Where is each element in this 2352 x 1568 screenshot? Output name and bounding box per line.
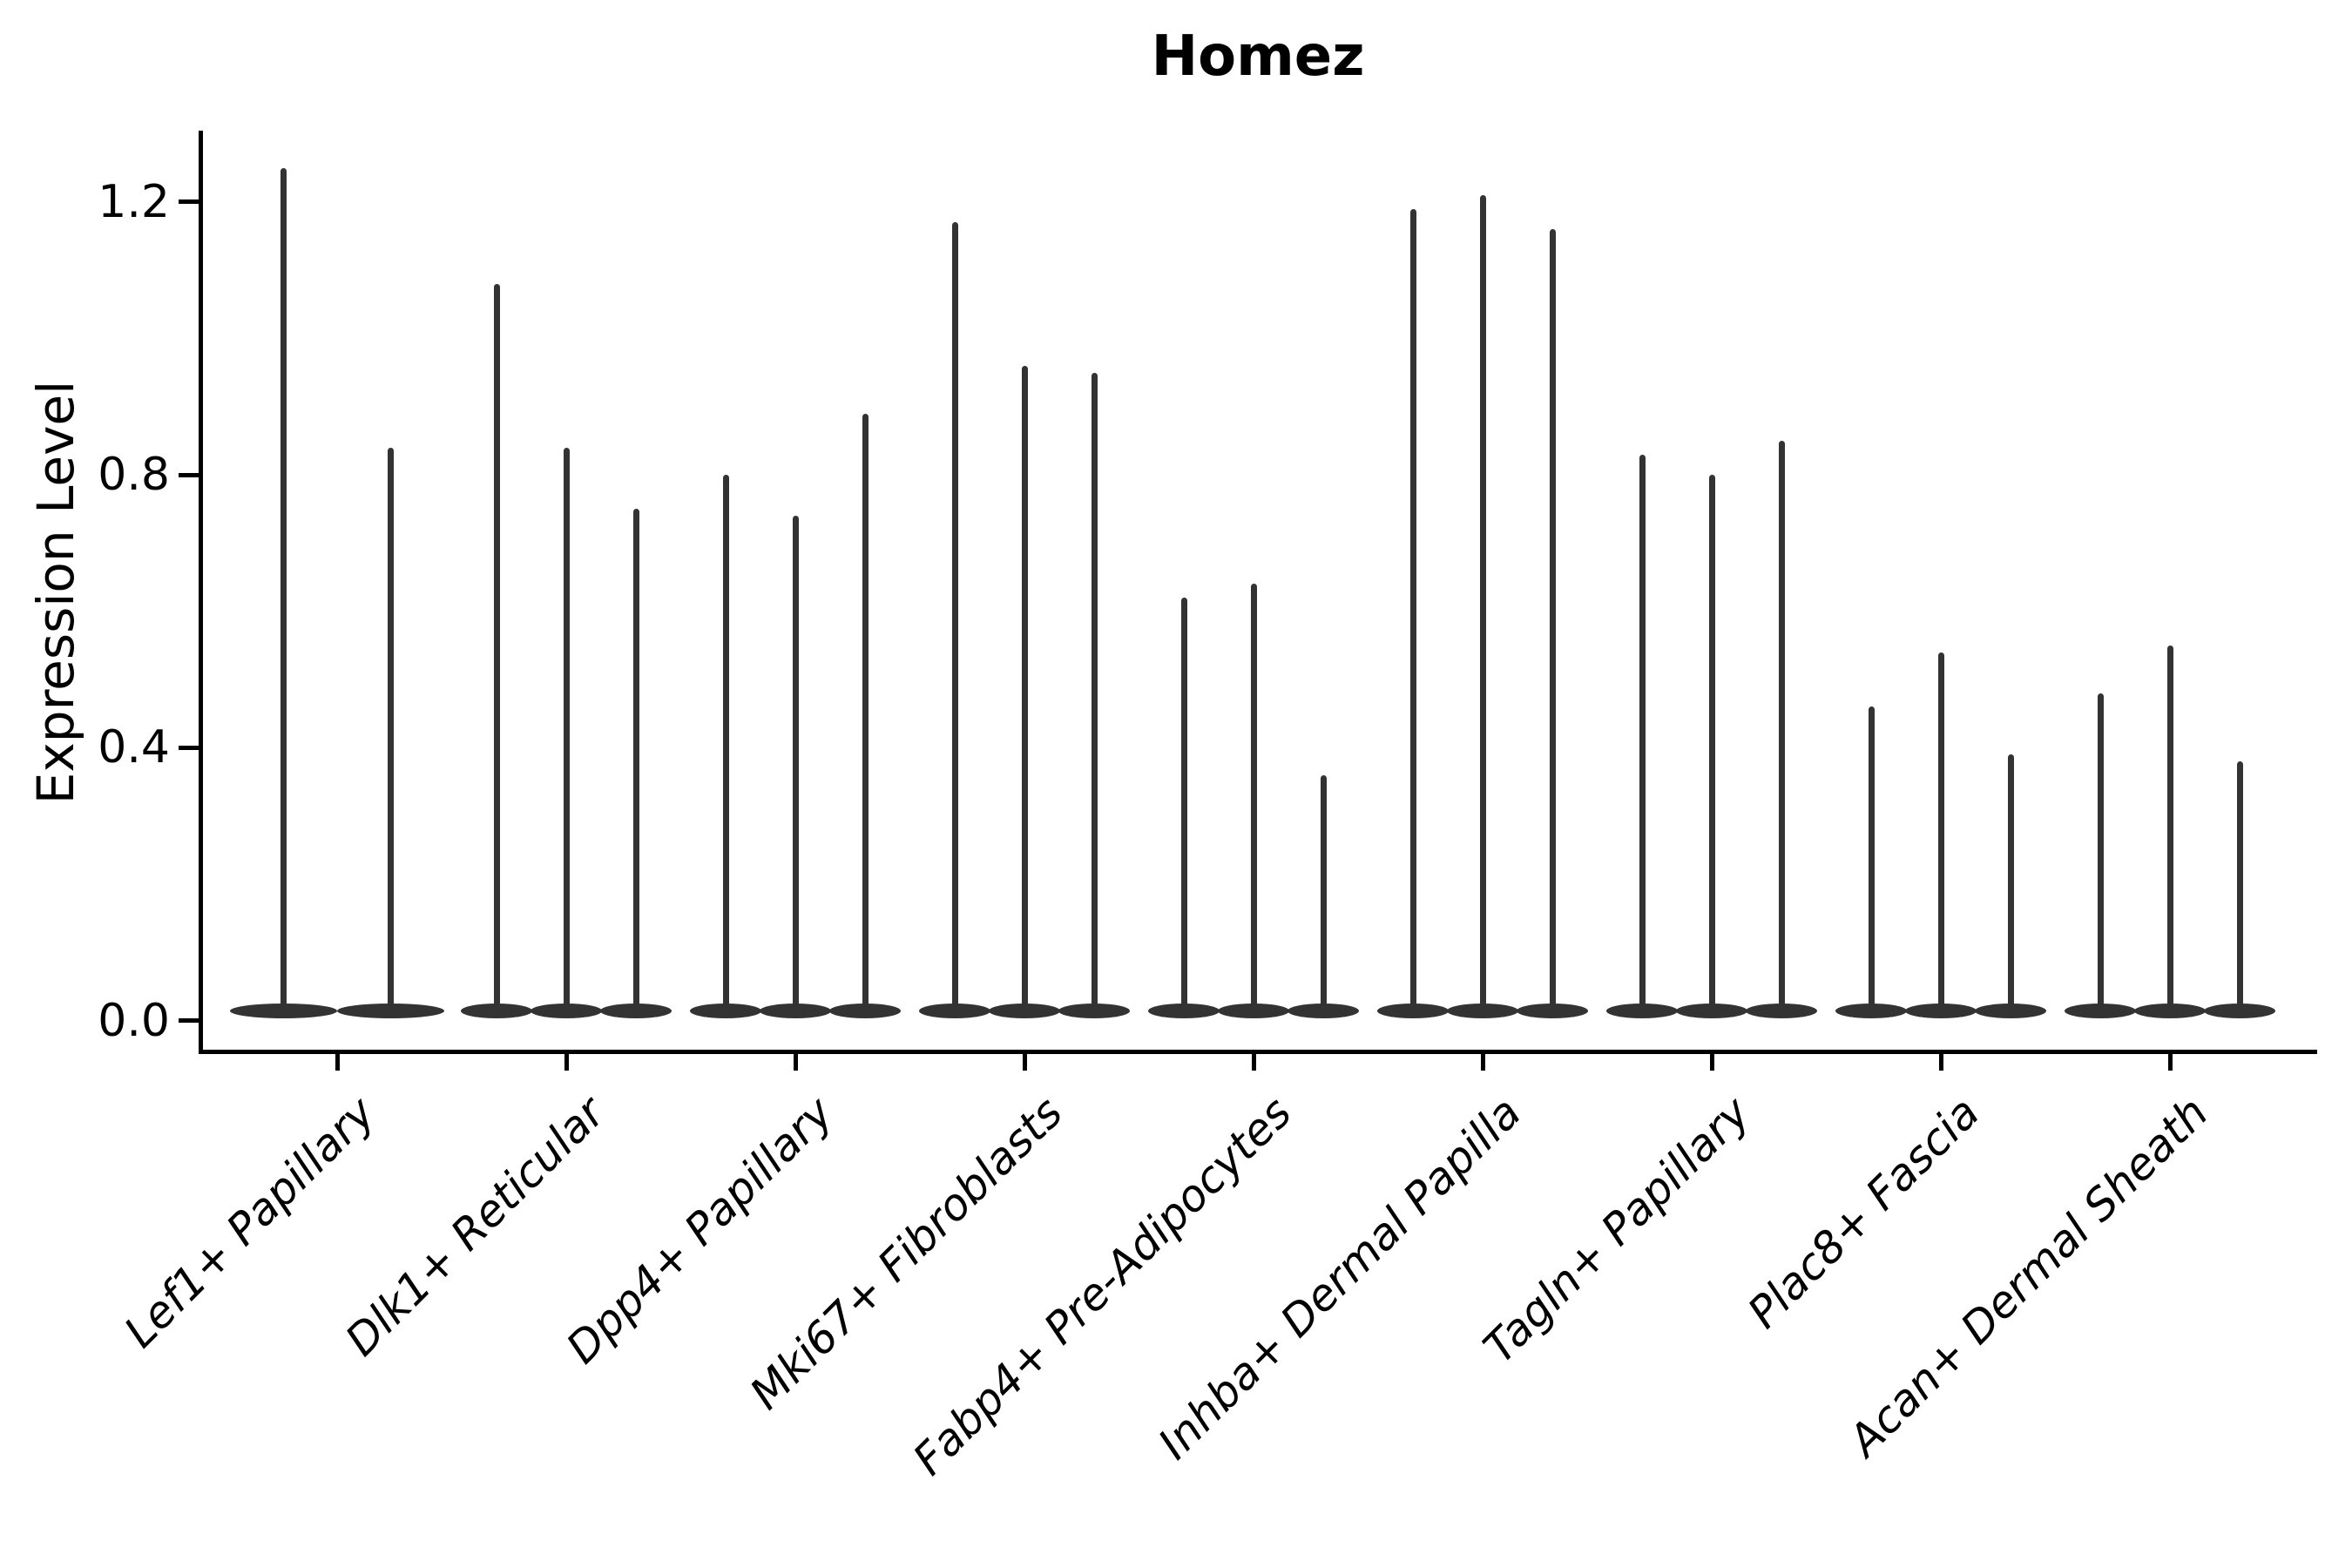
x-tick-mark [1022,1054,1027,1071]
x-tick-label: Lef1+ Papillary [114,1087,386,1358]
violin-spike [280,167,287,1016]
violin-spike [1320,774,1327,1016]
violin-spike [951,222,958,1016]
x-tick-mark [1251,1054,1256,1071]
violin-spike [563,447,570,1016]
violin-spike [2236,760,2243,1016]
y-tick-label: 1.2 [98,175,170,228]
y-tick-label: 0.4 [98,721,170,774]
x-tick-mark [1709,1054,1714,1071]
violin-spike [1708,475,1715,1016]
y-tick-label: 0.0 [98,994,170,1047]
x-tick-mark [1938,1054,1943,1071]
x-tick-mark [2167,1054,2173,1071]
violin-spike [1409,208,1416,1016]
y-tick-mark [179,1018,199,1023]
violin-spike [862,413,868,1016]
plot-area [199,131,2317,1054]
x-tick-label: Plac8+ Fascia [1738,1087,1990,1338]
x-tick-mark [1480,1054,1485,1071]
x-tick-mark [564,1054,569,1071]
y-tick-label: 0.8 [98,449,170,502]
chart-title: Homez [1151,24,1365,89]
violin-spike [1549,229,1556,1016]
violin-spike [1778,440,1785,1016]
violin-spike [1868,706,1875,1016]
x-tick-mark [335,1054,340,1071]
y-tick-mark [179,472,199,477]
violin-spike [388,447,394,1016]
violin-spike [1180,598,1187,1016]
violin-spike [1479,195,1486,1016]
y-tick-mark [179,199,199,205]
x-tick-mark [793,1054,798,1071]
violin-spike [1091,372,1098,1016]
x-tick-label: Inhba+ Dermal Papilla [1148,1087,1531,1470]
violin-spike [792,516,799,1016]
violin-spike [2166,645,2173,1016]
violin-spike [1250,584,1257,1016]
x-tick-label: Fabp4+ Pre-Adipocytes [903,1087,1302,1485]
violin-spike [1021,365,1028,1016]
violin-spike [493,283,500,1016]
violin-spike [1639,454,1646,1016]
violin-spike [632,509,639,1016]
violin-spike [2097,693,2104,1016]
violin-spike [1937,652,1944,1016]
y-tick-mark [179,745,199,750]
violin-spike [2007,754,2014,1016]
violin-spike [722,475,729,1016]
